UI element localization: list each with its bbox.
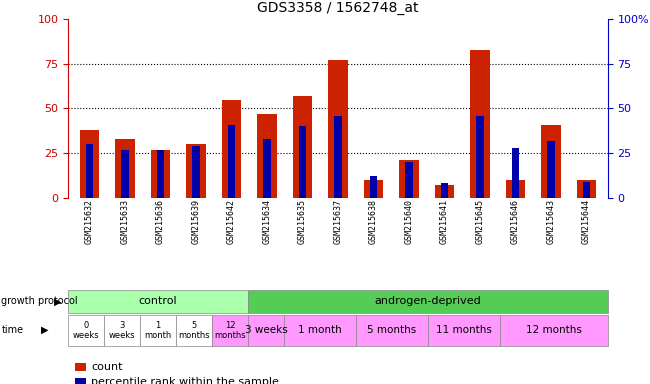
Bar (364, 180, 384, 198)
Text: 12 months: 12 months (526, 325, 582, 335)
Bar (121, 149, 129, 198)
Text: 5 months: 5 months (367, 325, 417, 335)
Text: percentile rank within the sample: percentile rank within the sample (91, 377, 279, 384)
Text: 11 months: 11 months (436, 325, 492, 335)
Bar (227, 124, 235, 198)
Title: GDS3358 / 1562748_at: GDS3358 / 1562748_at (257, 2, 419, 15)
Text: count: count (91, 362, 122, 372)
Bar (506, 180, 525, 198)
Bar (86, 144, 94, 198)
Text: androgen-deprived: androgen-deprived (374, 296, 481, 306)
Bar (222, 99, 241, 198)
Text: growth protocol: growth protocol (1, 296, 78, 306)
Bar (577, 180, 596, 198)
Text: time: time (1, 325, 23, 335)
Text: 3 weeks: 3 weeks (244, 325, 287, 335)
Bar (512, 148, 519, 198)
Bar (192, 146, 200, 198)
Bar (334, 116, 342, 198)
Text: ▶: ▶ (54, 296, 62, 306)
Text: 12
months: 12 months (214, 321, 246, 340)
Bar (399, 160, 419, 198)
Text: 3
weeks: 3 weeks (109, 321, 135, 340)
Bar (370, 176, 378, 198)
Bar (541, 124, 561, 198)
Bar (405, 162, 413, 198)
Bar (80, 130, 99, 198)
Bar (470, 50, 489, 198)
Text: 1 month: 1 month (298, 325, 342, 335)
Text: control: control (139, 296, 177, 306)
Text: 5
months: 5 months (178, 321, 210, 340)
Text: 1
month: 1 month (144, 321, 172, 340)
Bar (435, 185, 454, 198)
Bar (187, 144, 206, 198)
Bar (292, 96, 312, 198)
Bar (257, 114, 277, 198)
Bar (151, 149, 170, 198)
Bar (328, 60, 348, 198)
Bar (263, 139, 271, 198)
Bar (441, 184, 448, 198)
Bar (547, 141, 555, 198)
Bar (157, 149, 164, 198)
Text: ▶: ▶ (41, 325, 49, 335)
Bar (582, 182, 590, 198)
Bar (298, 126, 306, 198)
Bar (115, 139, 135, 198)
Text: 0
weeks: 0 weeks (73, 321, 99, 340)
Bar (476, 116, 484, 198)
